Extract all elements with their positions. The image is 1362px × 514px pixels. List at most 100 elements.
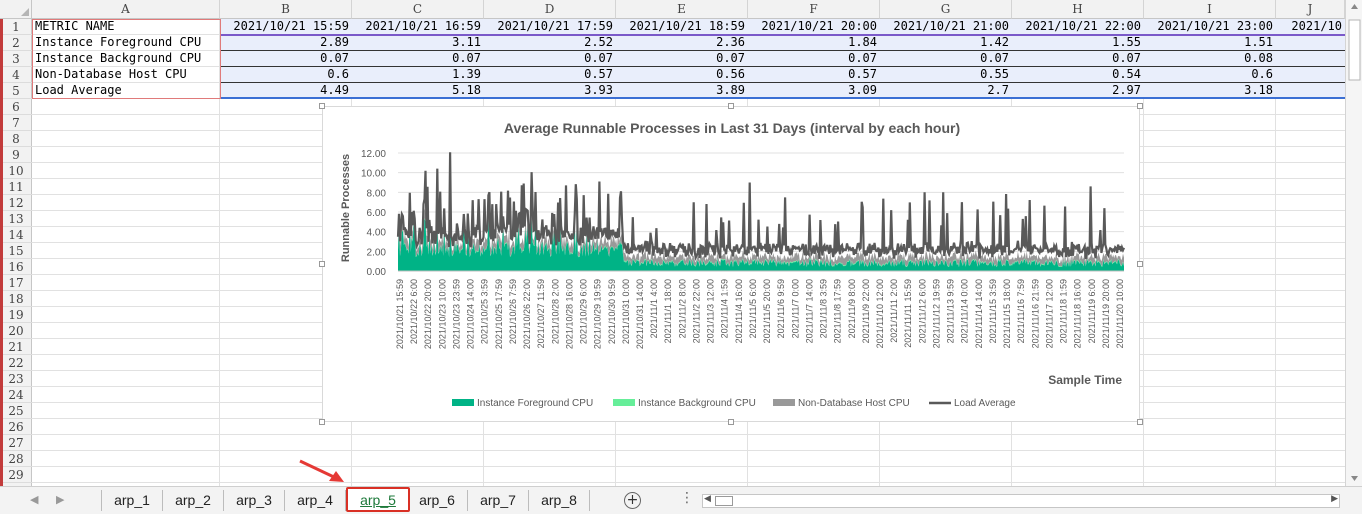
time-header-cell[interactable]: 2021/10/21 18:59: [629, 19, 745, 33]
time-header-cell[interactable]: 2021/10/21 20:00: [761, 19, 877, 33]
row-header[interactable]: 25: [0, 403, 32, 419]
row-header[interactable]: 23: [0, 371, 32, 387]
sheet-tab-arp-1[interactable]: arp_1: [102, 490, 163, 511]
sheet-tab-arp-6[interactable]: arp_6: [407, 490, 468, 511]
row-header[interactable]: 5: [0, 83, 32, 99]
metric-value-cell[interactable]: 0.57: [584, 67, 613, 81]
select-all-corner[interactable]: [0, 0, 32, 19]
column-header-j[interactable]: J: [1276, 0, 1345, 19]
metric-value-cell[interactable]: 0.07: [320, 51, 349, 65]
sheet-tab-arp-3[interactable]: arp_3: [224, 490, 285, 511]
column-header-e[interactable]: E: [616, 0, 748, 19]
metric-value-cell[interactable]: 3.09: [848, 83, 877, 97]
header-cell-metric-name[interactable]: METRIC NAME: [35, 19, 115, 33]
metric-value-cell[interactable]: 1.84: [848, 35, 877, 49]
column-header-d[interactable]: D: [484, 0, 616, 19]
row-header[interactable]: 12: [0, 195, 32, 211]
metric-value-cell[interactable]: 0.56: [716, 67, 745, 81]
metric-value-cell[interactable]: 0.57: [848, 67, 877, 81]
metric-value-cell[interactable]: 2.52: [584, 35, 613, 49]
column-header-b[interactable]: B: [220, 0, 352, 19]
metric-value-cell[interactable]: 5.18: [452, 83, 481, 97]
row-header[interactable]: 28: [0, 451, 32, 467]
chart-container[interactable]: Average Runnable Processes in Last 31 Da…: [319, 103, 1143, 425]
metric-value-cell[interactable]: 2.7: [987, 83, 1009, 97]
time-header-cell[interactable]: 2021/10/21 15:59: [233, 19, 349, 33]
time-header-cell[interactable]: 2021/10: [1291, 19, 1342, 33]
resize-handle[interactable]: [319, 103, 325, 109]
metric-name-cell[interactable]: Instance Foreground CPU: [35, 35, 202, 49]
row-header[interactable]: 27: [0, 435, 32, 451]
metric-value-cell[interactable]: 1.51: [1244, 35, 1273, 49]
sheet-tab-arp-7[interactable]: arp_7: [468, 490, 529, 511]
row-header[interactable]: 11: [0, 179, 32, 195]
row-header[interactable]: 7: [0, 115, 32, 131]
metric-value-cell[interactable]: 0.54: [1112, 67, 1141, 81]
row-header[interactable]: 4: [0, 67, 32, 83]
metric-value-cell[interactable]: 3.18: [1244, 83, 1273, 97]
tab-options-icon[interactable]: ⋮: [680, 490, 694, 506]
metric-value-cell[interactable]: 2.97: [1112, 83, 1141, 97]
row-header[interactable]: 10: [0, 163, 32, 179]
resize-handle[interactable]: [1137, 261, 1143, 267]
column-header-a[interactable]: A: [32, 0, 220, 19]
sheet-tab-arp-5[interactable]: arp_5: [346, 487, 410, 512]
row-header[interactable]: 13: [0, 211, 32, 227]
add-sheet-button[interactable]: +: [624, 492, 641, 509]
row-header[interactable]: 2: [0, 35, 32, 51]
row-header[interactable]: 24: [0, 387, 32, 403]
metric-name-cell[interactable]: Non-Database Host CPU: [35, 67, 187, 81]
metric-value-cell[interactable]: 1.39: [452, 67, 481, 81]
scroll-left-icon[interactable]: ◀: [704, 494, 711, 504]
metric-value-cell[interactable]: 0.07: [1112, 51, 1141, 65]
row-header[interactable]: 16: [0, 259, 32, 275]
row-header[interactable]: 15: [0, 243, 32, 259]
time-header-cell[interactable]: 2021/10/21 21:00: [893, 19, 1009, 33]
sheet-tab-arp-8[interactable]: arp_8: [529, 490, 590, 511]
metric-value-cell[interactable]: 0.6: [1251, 67, 1273, 81]
metric-value-cell[interactable]: 1.42: [980, 35, 1009, 49]
metric-value-cell[interactable]: 4.49: [320, 83, 349, 97]
spreadsheet-grid[interactable]: 1 2 3 4 5 6 7 8 9 10 11 12 13 14 15 16 17 18 19 20 21 22 23 24 2…: [0, 0, 1345, 486]
metric-value-cell[interactable]: 0.55: [980, 67, 1009, 81]
metric-value-cell[interactable]: 0.07: [452, 51, 481, 65]
row-header[interactable]: 20: [0, 323, 32, 339]
time-header-cell[interactable]: 2021/10/21 23:00: [1157, 19, 1273, 33]
row-header[interactable]: 3: [0, 51, 32, 67]
column-header-f[interactable]: F: [748, 0, 880, 19]
row-header[interactable]: 14: [0, 227, 32, 243]
time-header-cell[interactable]: 2021/10/21 16:59: [365, 19, 481, 33]
metric-value-cell[interactable]: 3.89: [716, 83, 745, 97]
metric-value-cell[interactable]: 0.07: [848, 51, 877, 65]
metric-value-cell[interactable]: 0.07: [980, 51, 1009, 65]
horizontal-scrollbar[interactable]: ◀ ▶: [702, 494, 1340, 508]
metric-value-cell[interactable]: 0.08: [1244, 51, 1273, 65]
metric-value-cell[interactable]: 0.07: [584, 51, 613, 65]
column-header-h[interactable]: H: [1012, 0, 1144, 19]
metric-value-cell[interactable]: 3.11: [452, 35, 481, 49]
row-header[interactable]: 9: [0, 147, 32, 163]
row-header[interactable]: 21: [0, 339, 32, 355]
row-header[interactable]: 26: [0, 419, 32, 435]
row-header[interactable]: 8: [0, 131, 32, 147]
metric-value-cell[interactable]: 0.6: [327, 67, 349, 81]
resize-handle[interactable]: [728, 419, 734, 425]
metric-name-cell[interactable]: Load Average: [35, 83, 122, 97]
time-header-cell[interactable]: 2021/10/21 22:00: [1025, 19, 1141, 33]
row-header[interactable]: 6: [0, 99, 32, 115]
time-header-cell[interactable]: 2021/10/21 17:59: [497, 19, 613, 33]
column-header-g[interactable]: G: [880, 0, 1012, 19]
sheet-tab-arp-2[interactable]: arp_2: [163, 490, 224, 511]
row-header[interactable]: 22: [0, 355, 32, 371]
metric-value-cell[interactable]: 2.89: [320, 35, 349, 49]
row-header[interactable]: 1: [0, 19, 32, 35]
prev-sheet-icon[interactable]: ◀: [30, 493, 39, 506]
metric-value-cell[interactable]: 2.36: [716, 35, 745, 49]
metric-value-cell[interactable]: 3.93: [584, 83, 613, 97]
resize-handle[interactable]: [1137, 419, 1143, 425]
resize-handle[interactable]: [319, 419, 325, 425]
metric-value-cell[interactable]: 1.55: [1112, 35, 1141, 49]
row-header[interactable]: 17: [0, 275, 32, 291]
row-header[interactable]: 18: [0, 291, 32, 307]
metric-value-cell[interactable]: 0.07: [716, 51, 745, 65]
